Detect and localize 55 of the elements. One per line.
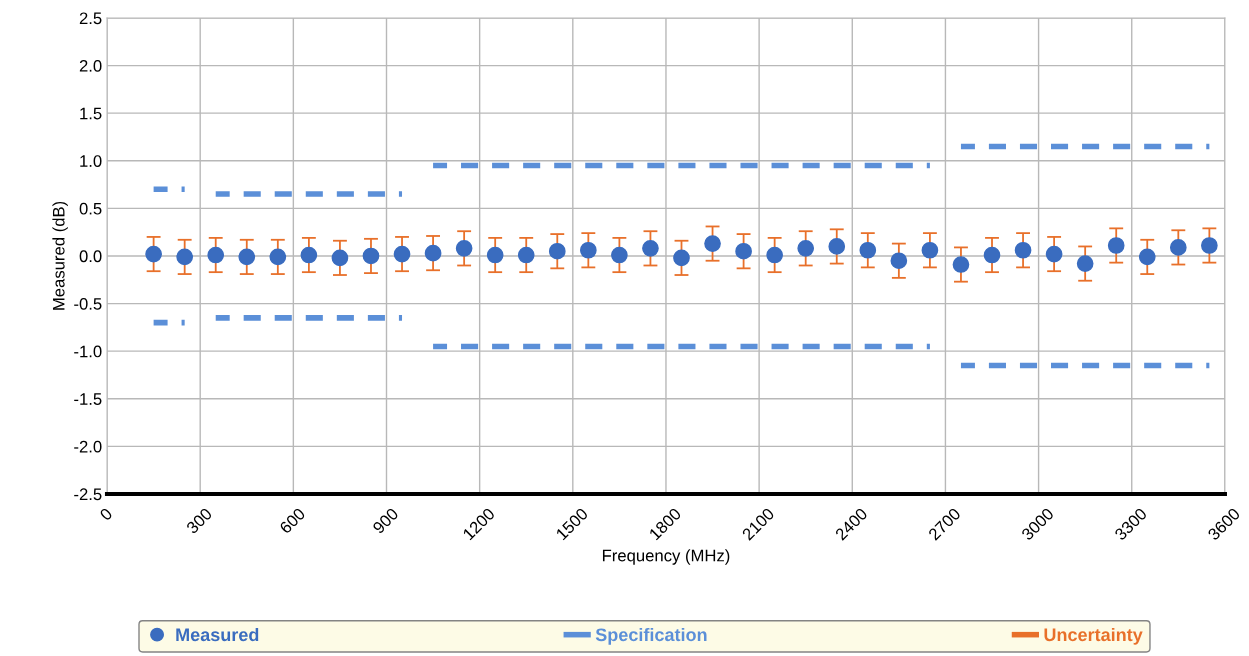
point bbox=[673, 249, 690, 267]
point bbox=[362, 247, 380, 265]
point bbox=[238, 248, 256, 266]
legend-label: Uncertainty bbox=[1044, 627, 1143, 645]
y-tick-label: 2.5 bbox=[79, 12, 102, 25]
point bbox=[797, 240, 815, 257]
point bbox=[1138, 248, 1156, 266]
point bbox=[766, 246, 783, 264]
point bbox=[859, 241, 877, 259]
point bbox=[921, 241, 939, 259]
y-tick-label: -1.0 bbox=[74, 345, 102, 358]
x-tick-label: 900 bbox=[372, 507, 400, 535]
y-tick-label: 0.5 bbox=[79, 202, 102, 215]
point bbox=[455, 240, 473, 257]
point bbox=[207, 246, 225, 264]
point bbox=[1045, 245, 1063, 263]
point bbox=[486, 246, 504, 264]
point bbox=[735, 242, 752, 260]
point bbox=[145, 245, 162, 263]
point bbox=[828, 238, 846, 255]
legend-label: Measured bbox=[176, 627, 259, 642]
y-tick-label: -1.5 bbox=[74, 393, 102, 405]
point bbox=[269, 248, 287, 266]
y-tick-label: 1.0 bbox=[80, 155, 102, 167]
point bbox=[424, 244, 442, 262]
y-tick-label: 0.0 bbox=[79, 250, 102, 263]
point bbox=[1014, 241, 1032, 259]
point bbox=[1076, 255, 1094, 272]
point bbox=[1169, 239, 1187, 256]
y-tick-label: 1.5 bbox=[80, 107, 102, 120]
point bbox=[331, 249, 349, 267]
x-tick-label: 600 bbox=[278, 507, 306, 535]
point bbox=[704, 235, 721, 252]
legend-label: Specification bbox=[595, 627, 707, 645]
y-tick-label: -2.5 bbox=[74, 488, 102, 501]
point bbox=[611, 246, 628, 264]
x-axis-title: Frequency (MHz) bbox=[602, 549, 730, 565]
point bbox=[983, 246, 1001, 264]
y-axis-title: Measured (dB) bbox=[52, 201, 68, 310]
point bbox=[393, 245, 411, 263]
x-tick-label: 300 bbox=[185, 507, 213, 535]
y-tick-label: -0.5 bbox=[74, 297, 102, 310]
y-tick-label: -2.0 bbox=[74, 440, 102, 453]
point bbox=[548, 242, 566, 260]
point bbox=[517, 246, 535, 264]
point bbox=[642, 240, 659, 257]
point bbox=[1201, 237, 1218, 254]
point bbox=[1107, 237, 1125, 254]
point bbox=[580, 241, 597, 259]
point bbox=[952, 256, 970, 273]
point bbox=[300, 246, 318, 264]
point bbox=[890, 252, 908, 270]
x-tick-label: 0 bbox=[99, 507, 114, 522]
point bbox=[176, 248, 194, 266]
y-tick-label: 2.0 bbox=[79, 59, 102, 72]
